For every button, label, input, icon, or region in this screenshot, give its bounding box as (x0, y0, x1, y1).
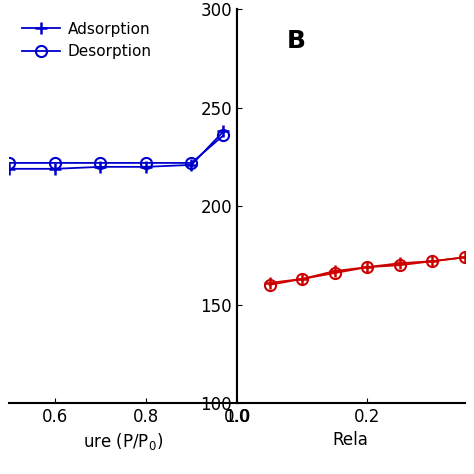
Desorption (52, 160, 58, 166)
Adsorption (143, 164, 149, 170)
Adsorption (7, 166, 12, 172)
X-axis label: Rela: Rela (333, 431, 369, 449)
Desorption (7, 160, 12, 166)
Legend: Adsorption, Desorption: Adsorption, Desorption (17, 17, 156, 64)
Adsorption (189, 162, 194, 168)
Desorption (189, 160, 194, 166)
Desorption (143, 160, 149, 166)
Line: Desorption: Desorption (4, 130, 229, 168)
Line: Adsorption: Adsorption (3, 125, 229, 175)
Desorption (220, 133, 226, 138)
Adsorption (220, 128, 226, 134)
Text: B: B (287, 29, 306, 53)
Adsorption (98, 164, 103, 170)
Desorption (98, 160, 103, 166)
Adsorption (52, 166, 58, 172)
X-axis label: ure (P/P$_0$): ure (P/P$_0$) (83, 431, 164, 452)
